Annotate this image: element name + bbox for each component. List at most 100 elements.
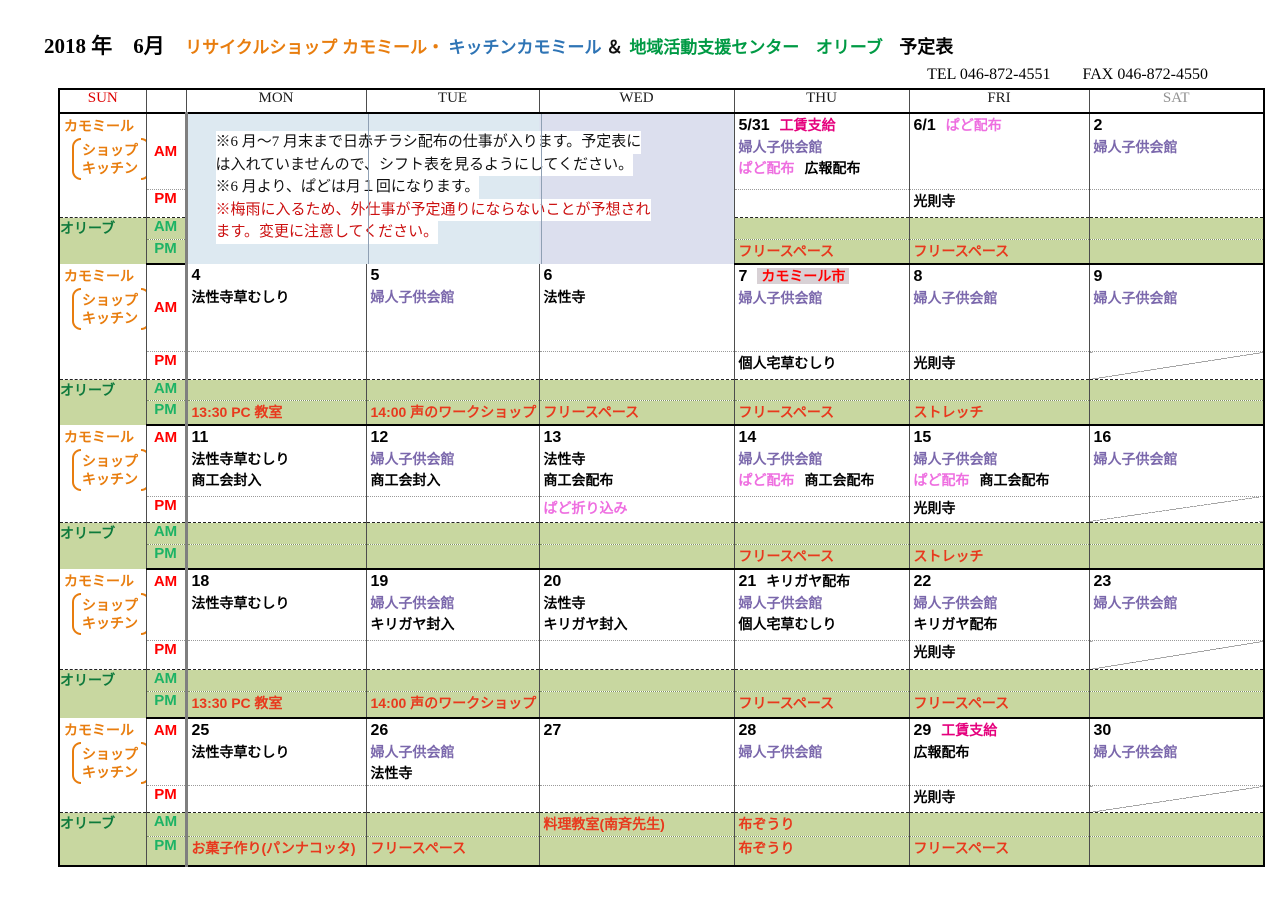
cell-w5-sat-pm [1088, 785, 1265, 813]
am-label-w3: AM [145, 425, 187, 496]
event-text: 工賃支給 [779, 117, 836, 133]
event-text: フリースペース [738, 404, 835, 420]
cell-w1-fri-pm: 光則寺 [908, 188, 1090, 217]
event-text: 料理教室(南斉先生) [543, 816, 665, 832]
notice-line: ※梅雨に入るため、外仕事が予定通りにならないことが予想され [215, 198, 651, 221]
event-text: 9 [1093, 267, 1103, 285]
event-text: 婦人子供会館 [370, 594, 455, 611]
event-text: 光則寺 [913, 355, 956, 371]
event-text: フリースペース [913, 242, 1010, 259]
event-text: 8 [913, 267, 923, 285]
event-text: 13:30 PC 教室 [191, 404, 283, 420]
week-4-row: オリーブ AM [58, 669, 1265, 718]
event-text: 婦人子供会館 [738, 139, 823, 155]
cell-w4-mon-am: 18 法性寺草むしり [184, 568, 367, 641]
cell-w5-tue-am: 26 婦人子供会館 法性寺 [365, 717, 540, 786]
cell-w3-tue-pm [365, 495, 540, 522]
cell-w4-mon-olive-pm: 13:30 PC 教室 [184, 691, 367, 719]
pm-label-w3: PM [145, 495, 187, 522]
event-text: フリースペース [738, 242, 835, 259]
event-text: 商工会配布 [804, 472, 875, 488]
cell-w3-tue-olive-am [365, 521, 540, 544]
calendar-table: SUN MON TUE WED THU FRI SAT カモミール ショップ キッチ… [58, 88, 1265, 867]
event-text: ぱど配布 [738, 160, 795, 176]
cell-w5-tue-olive-pm: フリースペース [365, 836, 540, 867]
event-text: 27 [543, 721, 562, 739]
event-text: カモミール市 [757, 267, 850, 284]
event-text: 個人宅草むしり [738, 355, 837, 371]
camomile-label-w1: カモミール ショップ キッチン [58, 113, 147, 217]
olive-am-label-w2: AM [145, 379, 187, 401]
event-text: 商工会封入 [191, 472, 262, 488]
cell-w3-fri-olive-pm: ストレッチ [908, 543, 1090, 570]
week-5-row: PM お菓子作り(パンナコッタ) フリースペース 布ぞうり フリースペース [59, 836, 1265, 867]
camomile-label: カモミール ショップ キッチン [60, 718, 145, 784]
olive-pm-label-w1: PM [145, 238, 187, 265]
cell-w1-thu-pm [733, 188, 910, 217]
cell-w1-sat-am: 2 婦人子供会館 [1088, 113, 1265, 189]
cell-w4-fri-olive-am [908, 669, 1090, 692]
cell-w2-tue-olive-am [365, 379, 540, 401]
cell-w2-mon-olive-am [184, 379, 367, 401]
event-text: 14:00 声のワークショップ [370, 404, 537, 420]
week-1-row: PM フリースペース フリースペース [59, 238, 1265, 265]
cell-w2-wed-olive-pm: フリースペース [538, 400, 735, 426]
cell-w5-fri-olive-am [908, 812, 1090, 837]
event-text: 婦人子供会館 [1093, 139, 1178, 155]
camomile-label: カモミール ショップ キッチン [60, 425, 145, 491]
event-text: 14 [738, 429, 757, 446]
week-3-row: オリーブ AM [58, 521, 1265, 569]
notice-line: ※6 月より、ぱどは月１回になります。 [215, 176, 480, 199]
camomile-label-w2: カモミール ショップ キッチン [58, 263, 147, 380]
event-text: 20 [543, 572, 562, 590]
cell-w4-sat-am: 23 婦人子供会館 [1088, 568, 1265, 641]
event-text: 光則寺 [913, 499, 956, 516]
cell-w2-mon-am: 4 法性寺草むしり [184, 263, 367, 352]
event-text: 16 [1093, 429, 1112, 446]
cell-w2-tue-pm [365, 351, 540, 380]
event-text: 婦人子供会館 [913, 289, 998, 306]
event-text: ぱど折り込み [543, 499, 628, 516]
notice-column-line [367, 114, 369, 264]
week-2-row: カモミール ショップ キッチン AM 4 法性寺草むしり 5 婦人子供会館 6 法性寺 7 カモミール… [58, 263, 1265, 380]
week-2-row: オリーブ AM [58, 379, 1265, 425]
cell-w4-wed-olive-am [538, 669, 735, 692]
camomile-label: カモミール ショップ キッチン [60, 264, 145, 330]
event-text: フリースペース [913, 840, 1010, 856]
event-text: 婦人子供会館 [738, 289, 823, 306]
event-text: 11 [191, 429, 209, 446]
cell-w5-wed-olive-pm [538, 836, 735, 867]
week-4-row: PM 光則寺 [59, 640, 1265, 670]
cell-w1-sat-olive-pm [1088, 238, 1265, 265]
olive-am-label-w1: AM [145, 216, 187, 239]
event-text: 婦人子供会館 [370, 743, 455, 760]
event-text: ストレッチ [913, 547, 984, 564]
cell-w2-wed-olive-am [538, 379, 735, 401]
event-text: ぱど配布 [945, 117, 1002, 133]
cell-w2-fri-am: 8 婦人子供会館 [908, 263, 1090, 352]
cell-w2-wed-am: 6 法性寺 [538, 263, 735, 352]
am-label-w5: AM [145, 717, 187, 786]
event-text: 法性寺 [543, 288, 586, 305]
am-label-w2: AM [145, 263, 187, 352]
contact-line: TEL 046-872-4551 FAX 046-872-4550 [927, 66, 1208, 84]
event-text: キリガヤ封入 [543, 615, 628, 632]
cell-w2-sat-am: 9 婦人子供会館 [1088, 263, 1265, 352]
title-kitchen-name: キッチンカモミール [448, 38, 602, 57]
event-text: 14:00 声のワークショップ [370, 695, 537, 711]
camomile-label-w3: カモミール ショップ キッチン [58, 425, 147, 522]
week-2-row: PM 13:30 PC 教室 14:00 声のワークショップ フリースペース フリースペ… [59, 400, 1265, 426]
event-text: 6 [543, 266, 553, 284]
cell-w4-tue-olive-am [365, 669, 540, 692]
cell-w5-thu-am: 28 婦人子供会館 [733, 717, 910, 786]
title-center-name: 地域活動支援センター [629, 38, 800, 57]
cell-w1-fri-am: 6/1 ぱど配布 [908, 113, 1090, 189]
event-text: 2 [1093, 117, 1103, 134]
cell-w5-tue-pm [365, 785, 540, 813]
cell-w3-sat-olive-am [1088, 521, 1265, 544]
event-text: フリースペース [543, 404, 640, 420]
event-text: 13 [543, 429, 562, 446]
week-5-row: オリーブ AM 料理教室(南斉先生) 布ぞうり [58, 812, 1265, 866]
header-sat: SAT [1088, 89, 1265, 114]
